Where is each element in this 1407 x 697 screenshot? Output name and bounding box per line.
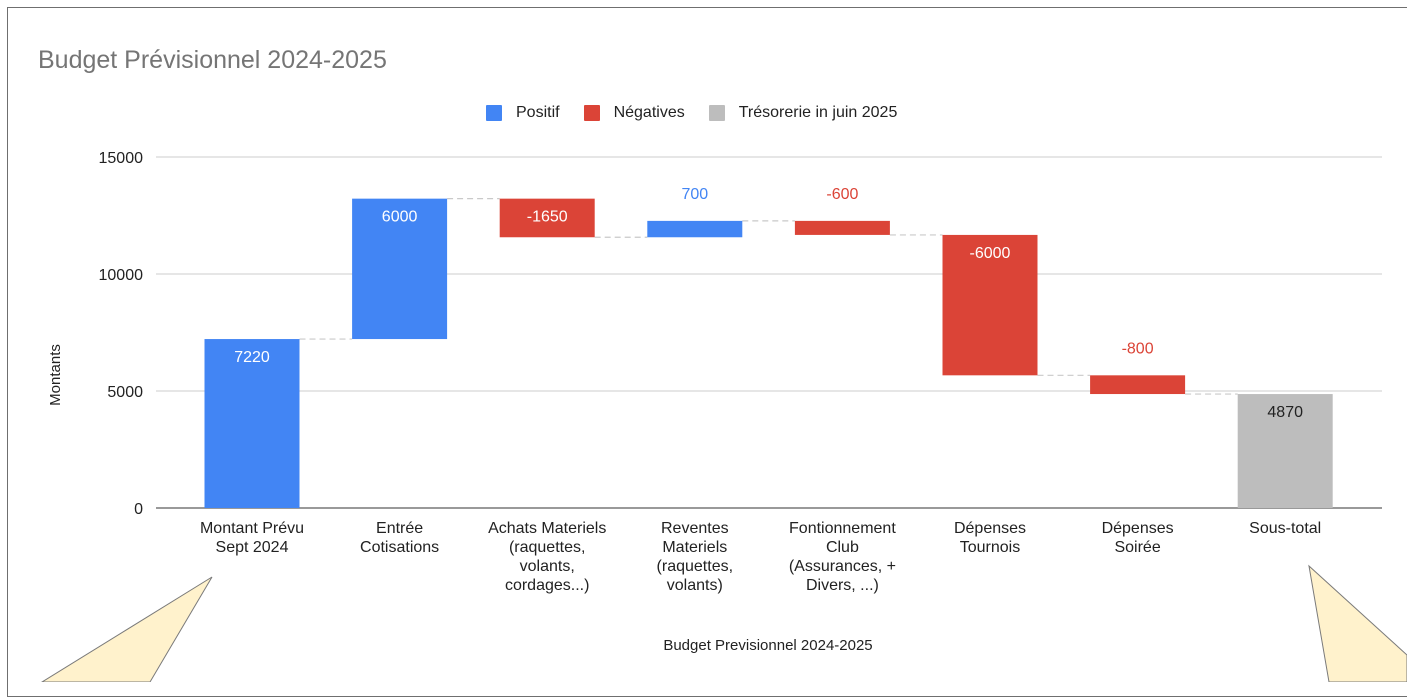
bar-5[interactable] — [942, 234, 1038, 376]
x-tick-label: Materiels — [662, 539, 727, 556]
bar-3[interactable] — [647, 220, 743, 238]
chart-title: Budget Prévisionnel 2024-2025 — [38, 46, 387, 74]
bar-4[interactable] — [794, 220, 890, 235]
x-tick-label: Club — [826, 539, 859, 556]
waterfall-plot: 0 5000 10000 15000 Montants 7220 6000 -1650 700 -… — [41, 150, 1407, 682]
y-tick-label: 0 — [134, 501, 143, 518]
data-label-1: 6000 — [382, 209, 418, 226]
bar-1[interactable] — [352, 198, 448, 340]
x-tick-label: (raquettes, — [509, 539, 585, 556]
x-tick-label: Dépenses — [954, 520, 1026, 537]
data-label-5: -6000 — [970, 245, 1011, 262]
x-tick-label: Soirée — [1114, 539, 1160, 556]
data-label-7: 4870 — [1267, 404, 1303, 421]
legend-item-tresorerie[interactable]: Trésorerie in juin 2025 — [708, 104, 898, 122]
x-tick-label: cordages...) — [505, 577, 589, 594]
legend-swatch-tresorerie — [708, 105, 725, 121]
x-tick-label: Cotisations — [360, 539, 439, 556]
legend-label-tresorerie: Trésorerie in juin 2025 — [738, 104, 898, 121]
x-tick-label: Sept 2024 — [216, 539, 289, 556]
data-label-2: -1650 — [527, 209, 568, 226]
y-tick-label: 15000 — [99, 150, 144, 167]
x-axis-title: Budget Previsionnel 2024-2025 — [663, 637, 872, 654]
x-tick-label: volants, — [520, 558, 575, 575]
legend-item-negatives[interactable]: Négatives — [583, 104, 685, 122]
x-tick-label: Reventes — [661, 520, 729, 537]
x-tick-label: Montant Prévu — [200, 520, 304, 537]
x-tick-label: Fontionnement — [789, 520, 896, 537]
bar-0[interactable] — [204, 339, 300, 508]
legend-label-positif: Positif — [516, 104, 560, 121]
legend-label-negatives: Négatives — [613, 104, 685, 121]
x-tick-label: Tournois — [960, 539, 1020, 556]
data-label-4: -600 — [826, 186, 858, 203]
x-tick-label: Achats Materiels — [488, 520, 606, 537]
data-label-3: 700 — [681, 186, 708, 203]
legend-item-positif[interactable]: Positif — [486, 104, 560, 122]
legend-swatch-positif — [486, 105, 502, 121]
data-label-6: -800 — [1122, 340, 1154, 357]
x-tick-label: Dépenses — [1102, 520, 1174, 537]
bar-6[interactable] — [1090, 375, 1186, 395]
y-axis-title: Montants — [47, 344, 64, 406]
bar-2[interactable] — [499, 198, 595, 238]
x-tick-label: Entrée — [376, 520, 423, 537]
y-tick-label: 5000 — [107, 384, 143, 401]
x-tick-label: (Assurances, + — [789, 558, 896, 575]
x-tick-label: Sous-total — [1249, 520, 1321, 537]
callout-right — [1308, 564, 1407, 682]
y-tick-label: 10000 — [99, 267, 144, 284]
callout-left — [41, 576, 213, 682]
x-tick-label: volants) — [667, 577, 723, 594]
legend-swatch-negatives — [583, 105, 600, 121]
bar-7[interactable] — [1237, 394, 1333, 508]
x-tick-label: (raquettes, — [657, 558, 733, 575]
legend[interactable]: Positif Négatives Trésorerie in juin 202… — [486, 104, 921, 122]
x-tick-label: Divers, ...) — [806, 577, 879, 594]
data-label-0: 7220 — [234, 349, 270, 366]
